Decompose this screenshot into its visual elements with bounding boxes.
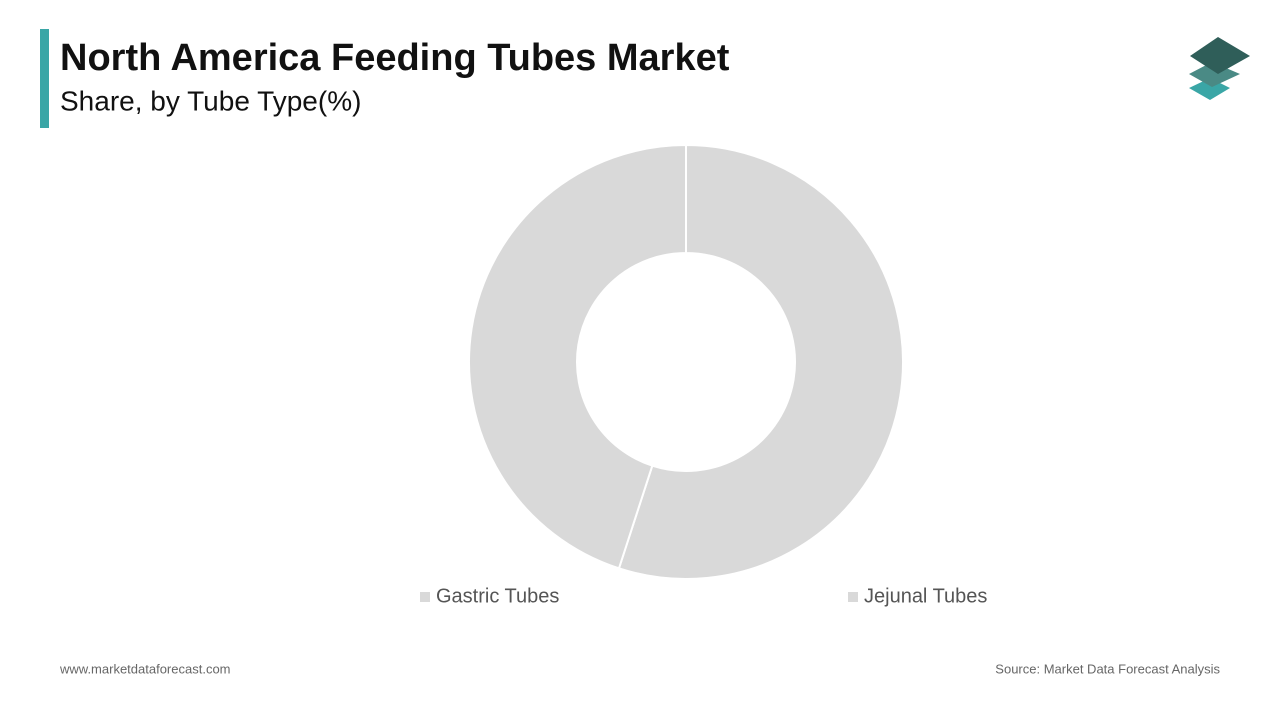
donut-slice (617, 143, 904, 580)
legend-swatch (848, 592, 858, 602)
footer-source: Source: Market Data Forecast Analysis (995, 661, 1220, 676)
legend-label: Gastric Tubes (436, 585, 559, 607)
logo (1189, 37, 1250, 100)
footer-website: www.marketdataforecast.com (59, 661, 231, 676)
title-accent (40, 29, 49, 128)
legend-label: Jejunal Tubes (864, 585, 987, 607)
chart-subtitle: Share, by Tube Type(%) (60, 85, 361, 116)
legend-swatch (420, 592, 430, 602)
donut-slice (468, 143, 687, 570)
chart-title: North America Feeding Tubes Market (60, 37, 730, 79)
